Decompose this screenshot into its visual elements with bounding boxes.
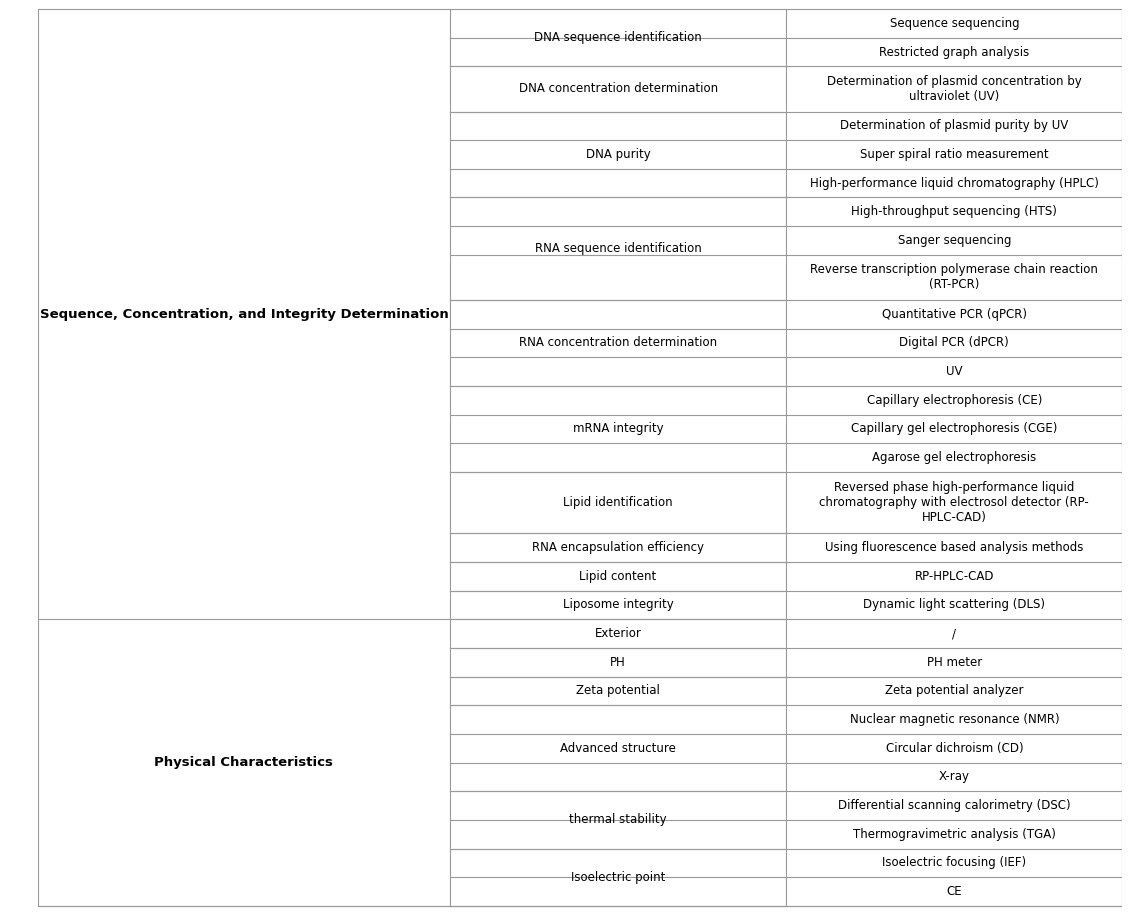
Text: Isoelectric focusing (IEF): Isoelectric focusing (IEF) xyxy=(882,856,1026,869)
Text: Isoelectric point: Isoelectric point xyxy=(571,871,665,884)
Text: mRNA integrity: mRNA integrity xyxy=(572,423,664,436)
Text: Reversed phase high-performance liquid
chromatography with electrosol detector (: Reversed phase high-performance liquid c… xyxy=(820,481,1089,524)
Text: Capillary gel electrophoresis (CGE): Capillary gel electrophoresis (CGE) xyxy=(852,423,1057,436)
Text: UV: UV xyxy=(946,365,962,378)
Text: Exterior: Exterior xyxy=(595,627,641,640)
Text: DNA sequence identification: DNA sequence identification xyxy=(534,31,702,44)
Text: thermal stability: thermal stability xyxy=(569,813,667,826)
Text: Quantitative PCR (qPCR): Quantitative PCR (qPCR) xyxy=(882,307,1027,320)
Text: Capillary electrophoresis (CE): Capillary electrophoresis (CE) xyxy=(866,393,1042,406)
Text: Agarose gel electrophoresis: Agarose gel electrophoresis xyxy=(872,451,1036,464)
Text: X-ray: X-ray xyxy=(939,770,969,783)
Text: Restricted graph analysis: Restricted graph analysis xyxy=(879,46,1029,59)
Text: Differential scanning calorimetry (DSC): Differential scanning calorimetry (DSC) xyxy=(838,799,1071,812)
Text: Super spiral ratio measurement: Super spiral ratio measurement xyxy=(860,148,1048,161)
Text: DNA purity: DNA purity xyxy=(586,148,650,161)
Text: Determination of plasmid concentration by
ultraviolet (UV): Determination of plasmid concentration b… xyxy=(827,75,1081,103)
Text: Sequence, Concentration, and Integrity Determination: Sequence, Concentration, and Integrity D… xyxy=(40,307,448,320)
Text: Zeta potential: Zeta potential xyxy=(576,684,661,697)
Text: CE: CE xyxy=(947,885,962,898)
Text: Thermogravimetric analysis (TGA): Thermogravimetric analysis (TGA) xyxy=(853,828,1055,841)
Text: RNA sequence identification: RNA sequence identification xyxy=(535,242,701,255)
Text: PH meter: PH meter xyxy=(926,656,982,669)
Text: Physical Characteristics: Physical Characteristics xyxy=(155,756,334,769)
Text: Using fluorescence based analysis methods: Using fluorescence based analysis method… xyxy=(826,541,1083,554)
Text: Sanger sequencing: Sanger sequencing xyxy=(898,234,1011,247)
Text: PH: PH xyxy=(611,656,625,669)
Text: RP-HPLC-CAD: RP-HPLC-CAD xyxy=(915,570,994,583)
Text: RNA encapsulation efficiency: RNA encapsulation efficiency xyxy=(532,541,705,554)
Text: Lipid identification: Lipid identification xyxy=(563,496,673,509)
Text: RNA concentration determination: RNA concentration determination xyxy=(519,337,717,350)
Text: Liposome integrity: Liposome integrity xyxy=(563,598,673,611)
Text: /: / xyxy=(952,627,957,640)
Text: Nuclear magnetic resonance (NMR): Nuclear magnetic resonance (NMR) xyxy=(849,713,1059,726)
Text: Zeta potential analyzer: Zeta potential analyzer xyxy=(886,684,1024,697)
Text: Digital PCR (dPCR): Digital PCR (dPCR) xyxy=(899,337,1009,350)
Text: High-throughput sequencing (HTS): High-throughput sequencing (HTS) xyxy=(852,205,1057,219)
Text: Reverse transcription polymerase chain reaction
(RT-PCR): Reverse transcription polymerase chain r… xyxy=(811,264,1098,291)
Text: Circular dichroism (CD): Circular dichroism (CD) xyxy=(886,742,1024,755)
Text: Lipid content: Lipid content xyxy=(579,570,657,583)
Text: Sequence sequencing: Sequence sequencing xyxy=(889,17,1019,30)
Text: DNA concentration determination: DNA concentration determination xyxy=(518,82,718,95)
Text: High-performance liquid chromatography (HPLC): High-performance liquid chromatography (… xyxy=(810,177,1098,189)
Text: Dynamic light scattering (DLS): Dynamic light scattering (DLS) xyxy=(863,598,1045,611)
Text: Determination of plasmid purity by UV: Determination of plasmid purity by UV xyxy=(840,119,1069,133)
Text: Advanced structure: Advanced structure xyxy=(560,742,676,755)
